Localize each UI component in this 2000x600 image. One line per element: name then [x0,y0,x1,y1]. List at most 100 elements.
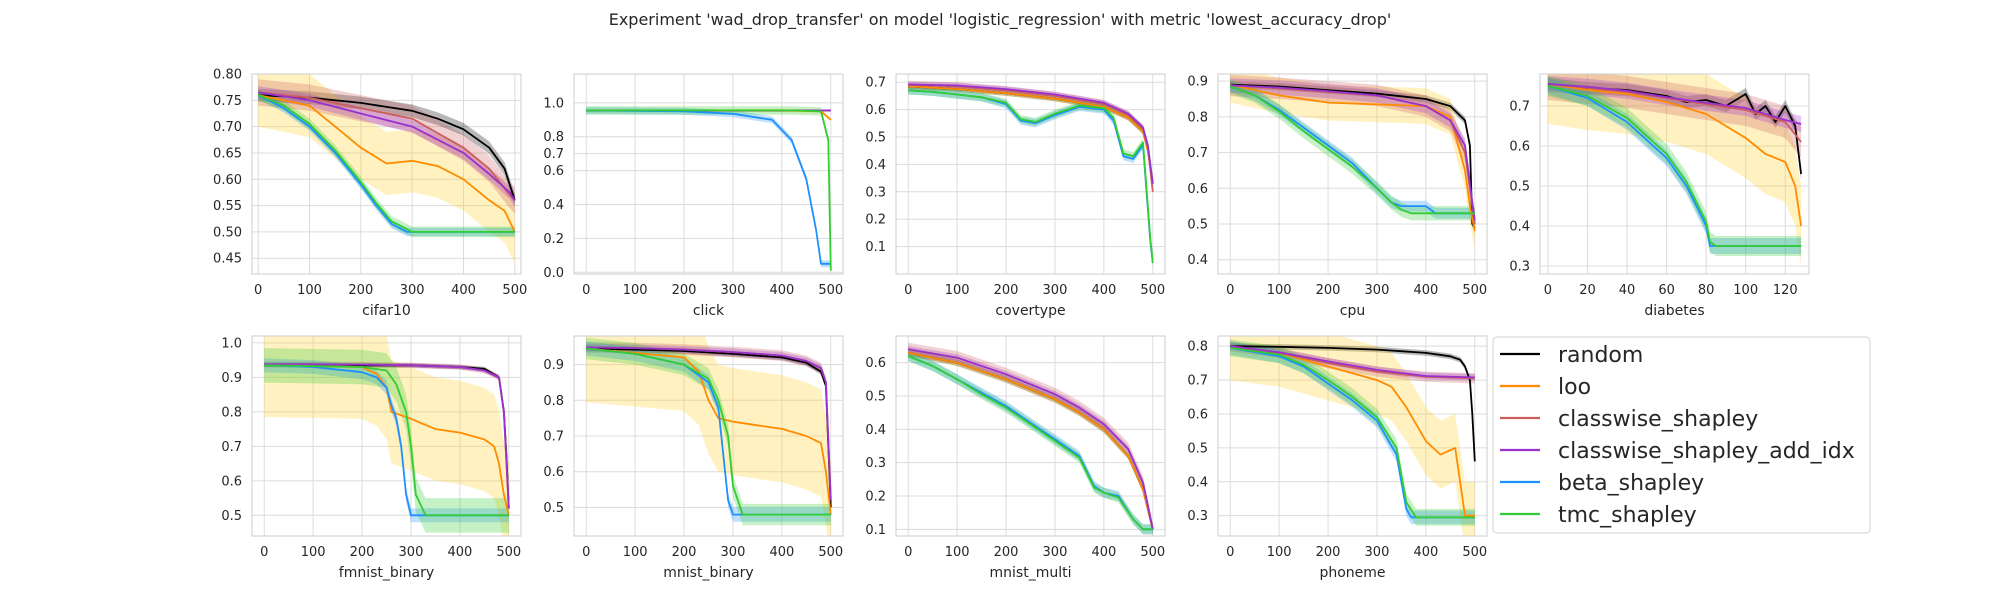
band-classwise_shapley [258,79,515,214]
subplot-cifar10: 0 100 200 300 400 500 0.45 0.50 0.55 0.60 0.65 0.70… [213,68,527,320]
legend: random loo classwise_shapley classwise_shap… [1492,336,1871,534]
y-tick-label: 0.8 [543,130,564,145]
subplot-fmnist_binary: 0 100 200 300 400 500 0.5 0.6 0.7 0.8 0.9 1.0 fmnist… [221,335,522,581]
y-tick-label: 0.3 [1509,260,1530,275]
line-beta_shapley [1230,347,1475,519]
line-classwise_shapley [1547,83,1802,143]
x-tick-label: 500 [1462,283,1487,298]
y-tick-label: 0.5 [865,390,886,405]
x-tick-label: 100 [623,545,648,560]
legend-item-classwise_shapley: classwise_shapley [1500,407,1758,432]
y-tick-label: 1.0 [543,96,564,111]
line-random [258,94,516,201]
subplot-phoneme: 0 100 200 300 400 500 0.3 0.4 0.5 0.6 0.7 0.8 phonem… [1187,335,1488,581]
x-tick-label: 500 [1462,545,1487,560]
plot-frame [573,73,844,275]
line-loo [258,94,516,233]
line-classwise_shapley_add_idx [908,348,1154,530]
y-tick-label: 0.7 [1187,146,1208,161]
y-tick-label: 1.0 [221,336,242,351]
band-tmc_shapley [586,337,831,526]
x-axis-label: mnist_multi [990,565,1072,581]
band-classwise_shapley [1547,74,1802,158]
line-classwise_shapley_add_idx [1230,345,1475,379]
x-tick-label: 400 [769,545,794,560]
line-classwise_shapley_add_idx [586,346,832,501]
band-loo [1230,74,1475,249]
y-tick-label: 0.5 [1509,180,1530,195]
subplot-cpu: 0 100 200 300 400 500 0.4 0.5 0.6 0.7 0.8 0.9 cpu [1187,73,1488,319]
y-tick-label: 0.4 [543,198,564,213]
y-tick-label: 0.6 [865,356,886,371]
x-tick-label: 500 [496,545,521,560]
y-tick-label: 0.4 [1187,475,1208,490]
legend-item-classwise_shapley_add_idx: classwise_shapley_add_idx [1500,439,1855,464]
line-loo [908,351,1154,530]
line-classwise_shapley_add_idx [908,83,1154,184]
y-tick-label: 0.5 [543,501,564,516]
line-loo [586,347,832,515]
y-tick-label: 0.75 [213,94,242,109]
y-tick-label: 0.6 [221,474,242,489]
y-tick-label: 0.6 [1509,140,1530,155]
band-beta_shapley [1230,81,1475,219]
x-tick-label: 0 [254,283,262,298]
y-tick-label: 0.6 [543,465,564,480]
band-beta_shapley [908,351,1153,535]
band-tmc_shapley [258,89,515,238]
y-tick-label: 0.1 [865,240,886,255]
line-beta_shapley [257,94,515,233]
x-tick-label: 400 [1413,545,1438,560]
y-tick-label: 0.3 [865,185,886,200]
line-loo [1547,83,1802,227]
x-tick-label: 200 [1316,545,1341,560]
y-tick-label: 0.9 [1187,75,1208,90]
x-tick-label: 100 [945,283,970,298]
line-classwise_shapley_add_idx [1547,83,1802,125]
line-random [1230,83,1476,229]
plot-area [1218,336,1487,536]
x-tick-label: 200 [1316,283,1341,298]
x-tick-label: 400 [1091,283,1116,298]
band-classwise_shapley_add_idx [1230,78,1475,228]
x-tick-label: 200 [994,545,1019,560]
band-classwise_shapley [586,342,831,506]
x-tick-label: 0 [1226,545,1234,560]
x-tick-label: 500 [1140,545,1165,560]
line-beta_shapley [1229,85,1475,215]
y-tick-label: 0.7 [221,440,242,455]
legend-label: beta_shapley [1558,471,1704,496]
legend-item-tmc_shapley: tmc_shapley [1500,503,1697,528]
line-loo [264,364,510,516]
x-tick-label: 300 [1043,545,1068,560]
x-tick-label: 100 [1733,283,1758,298]
x-tick-label: 100 [623,283,648,298]
x-tick-label: 300 [1365,545,1390,560]
x-tick-label: 300 [1365,283,1390,298]
y-tick-label: 0.8 [1187,110,1208,125]
band-loo [586,108,831,122]
y-tick-label: 0.6 [1187,407,1208,422]
y-tick-label: 0.4 [865,158,886,173]
line-loo [1230,345,1475,517]
y-tick-label: 0.4 [865,423,886,438]
x-tick-label: 200 [994,283,1019,298]
subplot-mnist_binary: 0 100 200 300 400 500 0.5 0.6 0.7 0.8 0.9 mnist_bin… [543,335,844,581]
band-loo [1230,336,1475,536]
x-axis-label: cifar10 [362,303,411,319]
y-tick-label: 0.8 [221,405,242,420]
y-tick-label: 0.6 [865,103,886,118]
legend-box [1492,336,1871,534]
plot-area [896,336,1165,536]
line-tmc_shapley [1230,347,1475,519]
band-random [1547,78,1802,180]
band-classwise_shapley_add_idx [1230,342,1475,381]
x-axis-label: cpu [1340,303,1365,319]
x-tick-label: 100 [1267,545,1292,560]
line-tmc_shapley [908,89,1154,264]
y-tick-label: 0.7 [543,147,564,162]
x-tick-label: 0 [582,283,590,298]
band-classwise_shapley_add_idx [586,343,831,504]
y-tick-label: 0.5 [221,509,242,524]
